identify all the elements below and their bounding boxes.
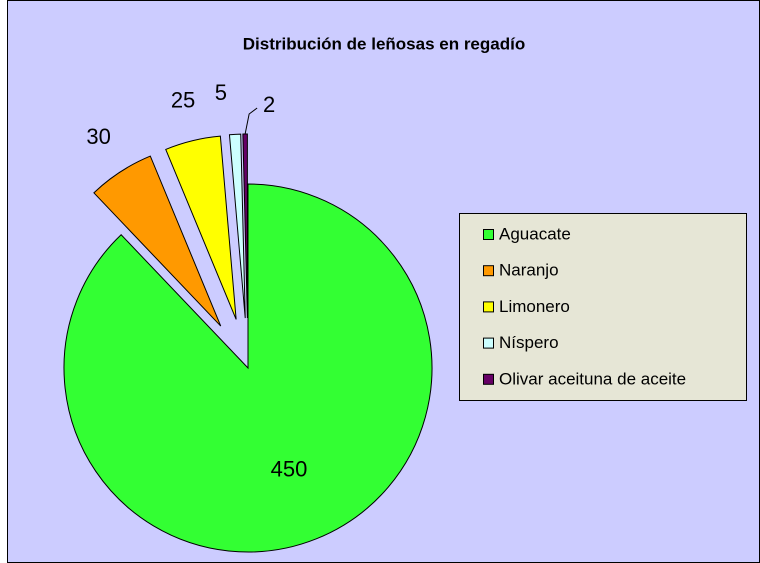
pie-slice [63,183,433,553]
data-label: 450 [271,456,308,481]
legend-swatch [483,229,494,240]
data-label: 25 [171,88,195,113]
legend-label: Limonero [499,297,570,316]
legend-label: Níspero [499,333,559,352]
legend-swatch [483,301,494,313]
leader-line [244,107,258,135]
legend-label: Aguacate [499,224,571,243]
data-label: 2 [263,92,275,117]
data-label: 5 [215,80,227,105]
legend-label: Naranjo [499,261,559,280]
pie-slice [93,155,222,327]
data-label: 30 [86,124,110,149]
pie-slice [228,133,246,319]
legend-swatch [483,373,494,385]
legend-box [459,213,747,401]
pie-slice [242,133,248,319]
legend-swatch [483,337,494,349]
legend-swatch [483,265,494,277]
chart-title: Distribución de leñosas en regadío [243,34,525,53]
pie-slice [165,135,237,320]
legend-label: Olivar aceituna de aceite [499,369,686,388]
